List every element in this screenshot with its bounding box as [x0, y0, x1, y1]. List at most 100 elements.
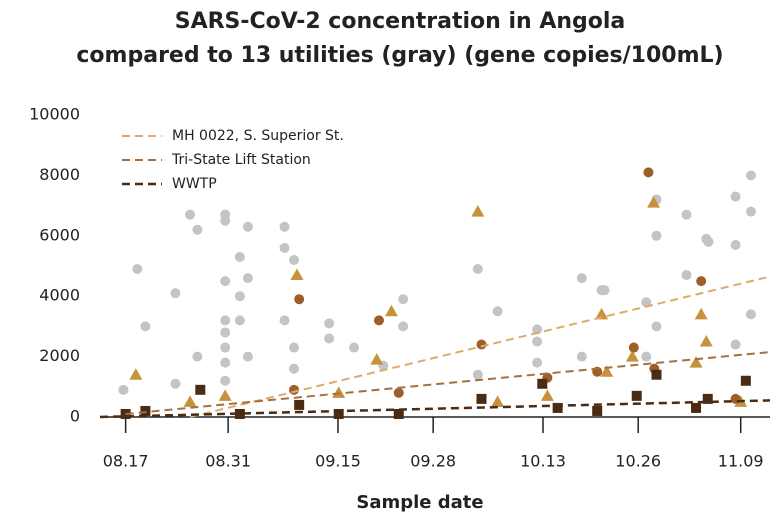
point	[651, 321, 662, 332]
point	[242, 351, 253, 362]
point	[681, 270, 692, 281]
point	[532, 336, 543, 347]
point	[702, 393, 713, 404]
point	[220, 315, 231, 326]
point	[471, 205, 485, 217]
point	[140, 405, 151, 416]
y-tick-label: 2000	[39, 346, 80, 365]
point	[220, 276, 231, 287]
point	[234, 315, 245, 326]
point	[118, 384, 129, 395]
point	[220, 215, 231, 226]
point	[289, 384, 300, 395]
point	[643, 167, 654, 178]
trend-line	[189, 275, 771, 418]
point	[694, 307, 708, 320]
x-axis-label: Sample date	[356, 492, 483, 513]
point	[332, 386, 346, 398]
point	[393, 408, 404, 419]
point	[599, 285, 610, 296]
point	[242, 273, 253, 284]
point	[373, 315, 384, 326]
y-tick-label: 10000	[29, 105, 80, 124]
y-tick-label: 0	[70, 407, 80, 426]
point	[592, 405, 603, 416]
point	[641, 297, 652, 308]
point	[234, 291, 245, 302]
point	[192, 351, 203, 362]
point	[220, 357, 231, 368]
point	[492, 306, 503, 317]
x-tick-label: 09.15	[315, 452, 361, 471]
x-tick-label: 08.17	[103, 452, 149, 471]
point	[476, 339, 487, 350]
point	[289, 342, 300, 353]
point	[651, 230, 662, 241]
point	[279, 221, 290, 232]
point	[696, 276, 707, 287]
point	[140, 321, 151, 332]
x-tick-label: 08.31	[205, 452, 251, 471]
point	[532, 357, 543, 368]
point	[234, 251, 245, 262]
point	[628, 342, 639, 353]
legend-label: MH 0022, S. Superior St.	[172, 128, 344, 144]
point	[324, 318, 335, 329]
point	[185, 209, 196, 220]
point	[132, 264, 143, 275]
trend-line	[125, 351, 771, 415]
point	[220, 375, 231, 386]
legend-label: WWTP	[172, 176, 217, 192]
x-tick-label: 10.26	[615, 452, 661, 471]
point	[183, 395, 197, 407]
point	[472, 264, 483, 275]
point	[631, 390, 642, 401]
point	[745, 309, 756, 320]
point	[324, 333, 335, 344]
point	[370, 353, 384, 365]
point	[532, 324, 543, 335]
point	[220, 342, 231, 353]
point	[689, 356, 703, 368]
point	[491, 395, 505, 407]
point	[192, 224, 203, 235]
y-tick-label: 8000	[39, 165, 80, 184]
point	[195, 384, 206, 395]
point	[294, 294, 305, 305]
trend-line	[99, 399, 771, 419]
point	[220, 327, 231, 338]
point	[600, 365, 614, 377]
point	[333, 408, 344, 419]
point	[294, 399, 305, 410]
y-tick-label: 4000	[39, 286, 80, 305]
point	[398, 294, 409, 305]
point	[651, 369, 662, 380]
point	[349, 342, 360, 353]
point	[289, 254, 300, 265]
point	[540, 389, 554, 401]
point	[398, 321, 409, 332]
point	[745, 170, 756, 181]
point	[641, 351, 652, 362]
point	[699, 335, 713, 347]
point	[170, 378, 181, 389]
point	[242, 221, 253, 232]
point	[279, 315, 290, 326]
point	[537, 378, 548, 389]
chart-title: compared to 13 utilities (gray) (gene co…	[76, 43, 723, 68]
point	[476, 393, 487, 404]
y-tick-label: 6000	[39, 225, 80, 244]
point	[218, 389, 232, 401]
point	[170, 288, 181, 299]
chart-title: SARS-CoV-2 concentration in Angola	[175, 9, 626, 34]
point	[393, 387, 404, 398]
x-tick-label: 11.09	[718, 452, 764, 471]
legend-label: Tri-State Lift Station	[171, 152, 311, 168]
point	[703, 236, 714, 247]
point	[234, 408, 245, 419]
point	[691, 402, 702, 413]
point	[625, 350, 639, 362]
point	[279, 242, 290, 253]
x-tick-label: 09.28	[410, 452, 456, 471]
